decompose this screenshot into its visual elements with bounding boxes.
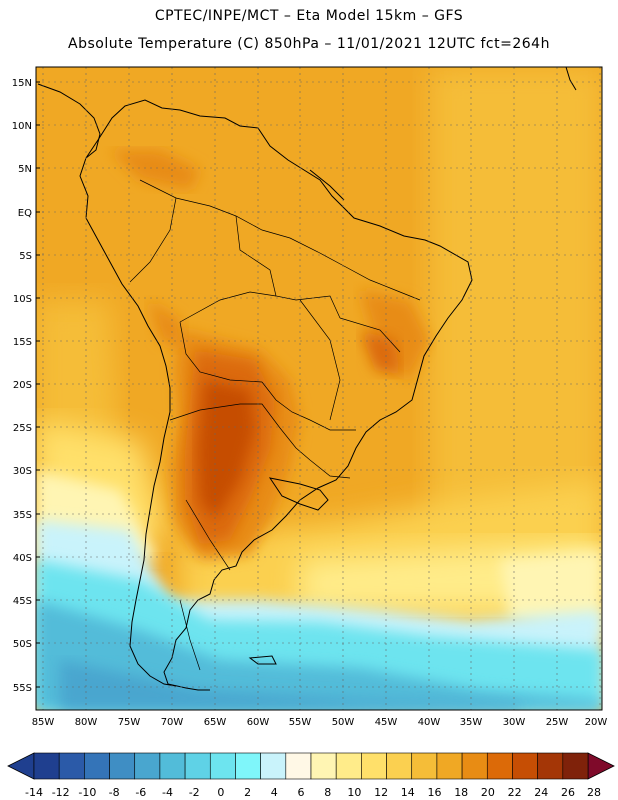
lon-label: 50W	[332, 717, 355, 728]
colorbar-swatch	[512, 752, 538, 780]
lat-label: 5N	[18, 164, 32, 175]
map-subtitle: Absolute Temperature (C) 850hPa – 11/01/…	[68, 36, 550, 52]
colorbar-label: 18	[454, 786, 468, 799]
latitude-labels: 15N 10N 5N EQ 5S 10S 15S 20S 25S 30S 35S…	[12, 78, 32, 694]
lon-label: 65W	[204, 717, 227, 728]
colorbar-label: 16	[428, 786, 442, 799]
lat-label: 5S	[19, 251, 32, 262]
colorbar-label: 0	[217, 786, 224, 799]
colorbar-swatch	[411, 752, 438, 780]
colorbar-swatch	[33, 752, 60, 780]
colorbar-label: 24	[534, 786, 548, 799]
colorbar-label: -2	[189, 786, 200, 799]
lat-label: EQ	[18, 208, 32, 219]
colorbar-swatch	[310, 752, 337, 780]
colorbar-label: 10	[347, 786, 361, 799]
colorbar-swatch	[134, 752, 161, 780]
lon-label: 80W	[75, 717, 98, 728]
colorbar-swatch	[285, 752, 312, 780]
lat-label: 20S	[13, 380, 32, 391]
colorbar-high-arrow	[587, 752, 615, 780]
lon-label: 85W	[32, 717, 55, 728]
lon-label: 55W	[289, 717, 312, 728]
gridlines	[36, 67, 602, 710]
colorbar-label: 2	[244, 786, 251, 799]
lon-label: 30W	[503, 717, 526, 728]
colorbar-swatch	[537, 752, 564, 780]
lon-label: 25W	[546, 717, 569, 728]
colorbar-swatch	[184, 752, 211, 780]
colorbar-label: -6	[135, 786, 146, 799]
colorbar-label: 28	[587, 786, 601, 799]
lon-label: 75W	[118, 717, 141, 728]
map-title: CPTEC/INPE/MCT – Eta Model 15km – GFS	[154, 8, 464, 24]
colorbar-label: 6	[298, 786, 305, 799]
colorbar-label: 8	[324, 786, 331, 799]
lat-label: 10N	[12, 121, 32, 132]
lat-label: 50S	[13, 639, 32, 650]
colorbar-swatch	[58, 752, 85, 780]
colorbar-label: 20	[481, 786, 495, 799]
colorbar-label: 22	[508, 786, 522, 799]
colorbar-swatch	[209, 752, 236, 780]
axis-ticks	[36, 81, 40, 688]
colorbar-swatch	[84, 752, 110, 780]
longitude-labels: 85W 80W 75W 70W 65W 60W 55W 50W 45W 40W …	[32, 717, 608, 728]
colorbar-swatch	[109, 752, 136, 780]
colorbar-label: -8	[109, 786, 120, 799]
colorbar-low-arrow	[7, 752, 35, 780]
map-frame	[35, 66, 603, 711]
colorbar-label: 14	[401, 786, 415, 799]
colorbar-label: -4	[162, 786, 173, 799]
lat-label: 55S	[13, 683, 32, 694]
lon-label: 45W	[375, 717, 398, 728]
colorbar-label: 4	[271, 786, 278, 799]
colorbar-swatch	[436, 752, 463, 780]
lat-label: 25S	[13, 423, 32, 434]
lat-label: 45S	[13, 596, 32, 607]
lon-label: 70W	[161, 717, 184, 728]
lat-label: 40S	[13, 553, 32, 564]
lat-label: 15S	[13, 337, 32, 348]
colorbar-swatch	[386, 752, 413, 780]
colorbar-swatch	[335, 752, 362, 780]
colorbar-label: 12	[374, 786, 388, 799]
lat-label: 15N	[12, 78, 32, 89]
lat-label: 10S	[13, 294, 32, 305]
colorbar-swatch	[260, 752, 287, 780]
country-borders	[129, 179, 421, 671]
colorbar-label: 26	[561, 786, 575, 799]
colorbar: -14 -12 -10 -8 -6 -4 -2 0 2 4 6 8 10 12 …	[7, 752, 615, 799]
lon-label: 40W	[418, 717, 441, 728]
lat-label: 35S	[13, 510, 32, 521]
colorbar-swatch	[461, 752, 488, 780]
colorbar-label: -10	[78, 786, 96, 799]
lat-label: 30S	[13, 466, 32, 477]
colorbar-swatch	[235, 752, 261, 780]
colorbar-label: -14	[25, 786, 43, 799]
colorbar-label: -12	[52, 786, 70, 799]
colorbar-swatch	[361, 752, 387, 780]
lon-label: 20W	[585, 717, 608, 728]
lon-label: 35W	[460, 717, 483, 728]
temperature-field	[36, 67, 602, 710]
colorbar-swatch	[486, 752, 513, 780]
colorbar-swatch	[562, 752, 589, 780]
colorbar-swatch	[159, 752, 186, 780]
lon-label: 60W	[247, 717, 270, 728]
